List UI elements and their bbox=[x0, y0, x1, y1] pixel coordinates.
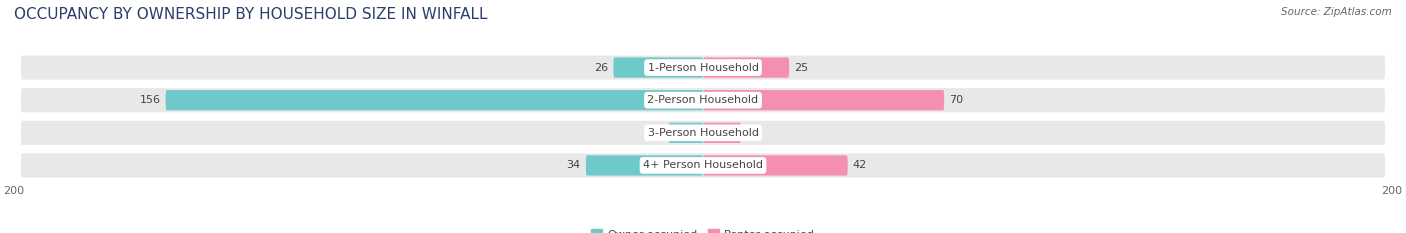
FancyBboxPatch shape bbox=[703, 155, 848, 175]
FancyBboxPatch shape bbox=[703, 90, 945, 110]
FancyBboxPatch shape bbox=[166, 90, 703, 110]
Text: 1-Person Household: 1-Person Household bbox=[648, 63, 758, 72]
FancyBboxPatch shape bbox=[21, 121, 1385, 145]
FancyBboxPatch shape bbox=[703, 123, 741, 143]
Text: 10: 10 bbox=[650, 128, 664, 138]
Text: 3-Person Household: 3-Person Household bbox=[648, 128, 758, 138]
FancyBboxPatch shape bbox=[21, 88, 1385, 112]
Text: 11: 11 bbox=[747, 128, 761, 138]
Legend: Owner-occupied, Renter-occupied: Owner-occupied, Renter-occupied bbox=[586, 225, 820, 233]
FancyBboxPatch shape bbox=[613, 58, 703, 78]
Text: 26: 26 bbox=[595, 63, 609, 72]
FancyBboxPatch shape bbox=[669, 123, 703, 143]
Text: 4+ Person Household: 4+ Person Household bbox=[643, 161, 763, 170]
FancyBboxPatch shape bbox=[703, 58, 789, 78]
FancyBboxPatch shape bbox=[21, 153, 1385, 178]
FancyBboxPatch shape bbox=[21, 55, 1385, 80]
Text: OCCUPANCY BY OWNERSHIP BY HOUSEHOLD SIZE IN WINFALL: OCCUPANCY BY OWNERSHIP BY HOUSEHOLD SIZE… bbox=[14, 7, 488, 22]
Text: 42: 42 bbox=[853, 161, 868, 170]
Text: 156: 156 bbox=[139, 95, 160, 105]
Text: 70: 70 bbox=[949, 95, 963, 105]
Text: 2-Person Household: 2-Person Household bbox=[647, 95, 759, 105]
FancyBboxPatch shape bbox=[586, 155, 703, 175]
Text: 25: 25 bbox=[794, 63, 808, 72]
Text: Source: ZipAtlas.com: Source: ZipAtlas.com bbox=[1281, 7, 1392, 17]
Text: 34: 34 bbox=[567, 161, 581, 170]
